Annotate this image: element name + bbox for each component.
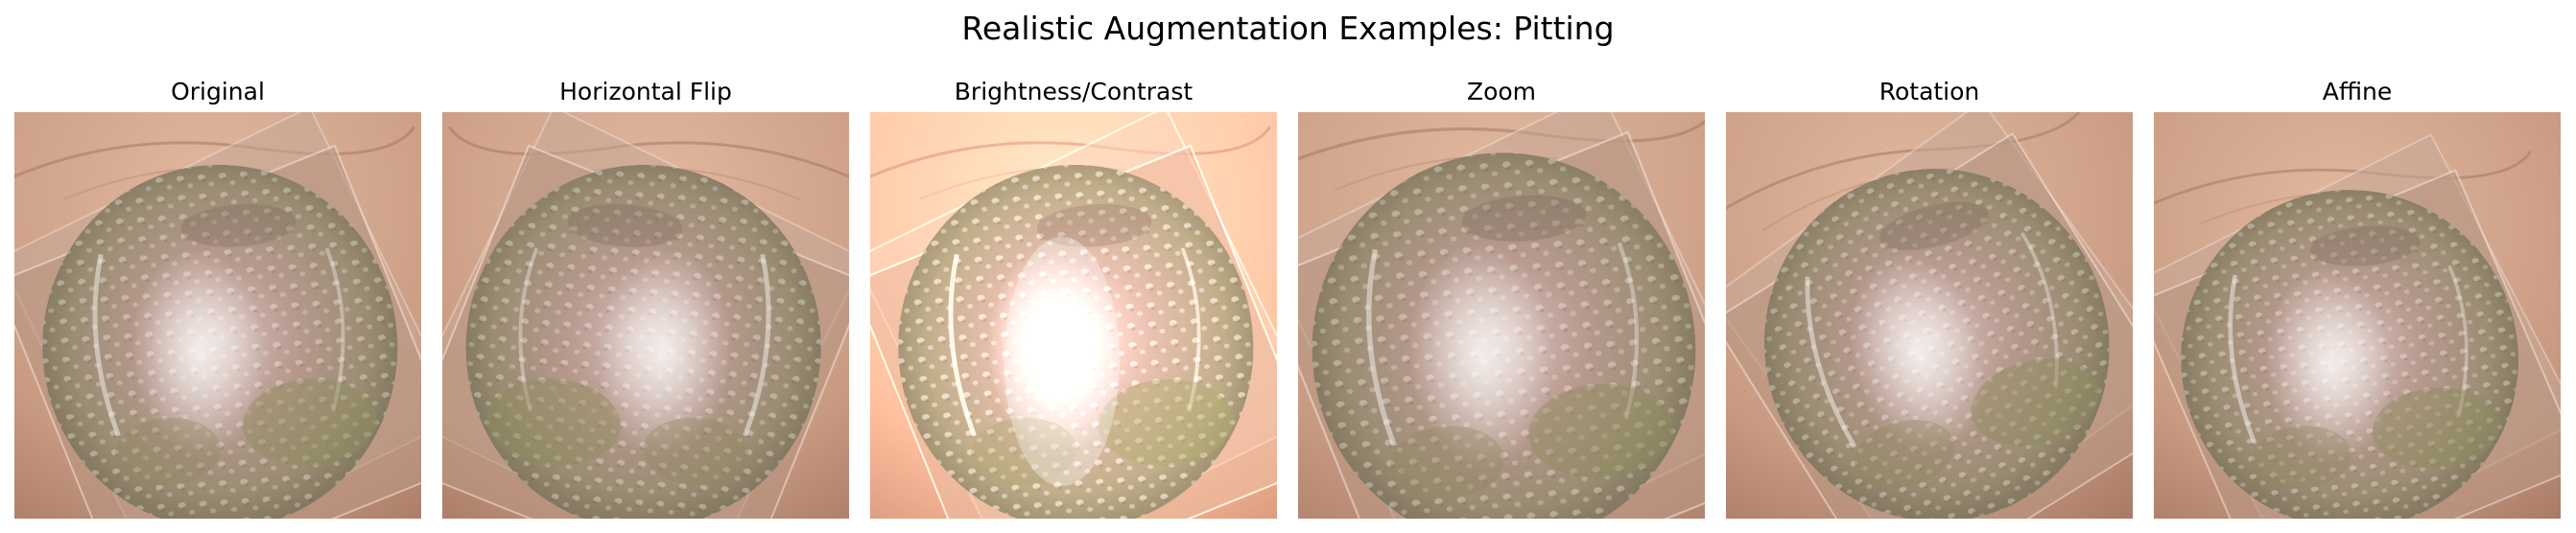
tongue-photo-icon xyxy=(2154,112,2561,519)
panel-title: Original xyxy=(171,78,265,105)
panel-title: Brightness/Contrast xyxy=(954,78,1193,105)
panel-brightness-contrast: Brightness/Contrast xyxy=(870,77,1277,519)
tongue-photo-icon xyxy=(14,112,421,519)
panel-title: Rotation xyxy=(1879,78,1980,105)
panel-title: Affine xyxy=(2322,78,2393,105)
panel-rotation: Rotation xyxy=(1726,77,2133,519)
panel-affine: Affine xyxy=(2154,77,2561,519)
tongue-photo-icon xyxy=(1298,112,1705,519)
panel-zoom: Zoom xyxy=(1298,77,1705,519)
panel-title: Horizontal Flip xyxy=(559,78,732,105)
panel-original: Original xyxy=(14,77,421,519)
tongue-photo-icon xyxy=(1726,112,2133,519)
panel-horizontal-flip: Horizontal Flip xyxy=(442,77,849,519)
panel-title: Zoom xyxy=(1466,78,1537,105)
tongue-photo-icon xyxy=(870,112,1277,519)
tongue-photo-icon xyxy=(442,112,849,519)
figure-title: Realistic Augmentation Examples: Pitting xyxy=(961,10,1615,47)
